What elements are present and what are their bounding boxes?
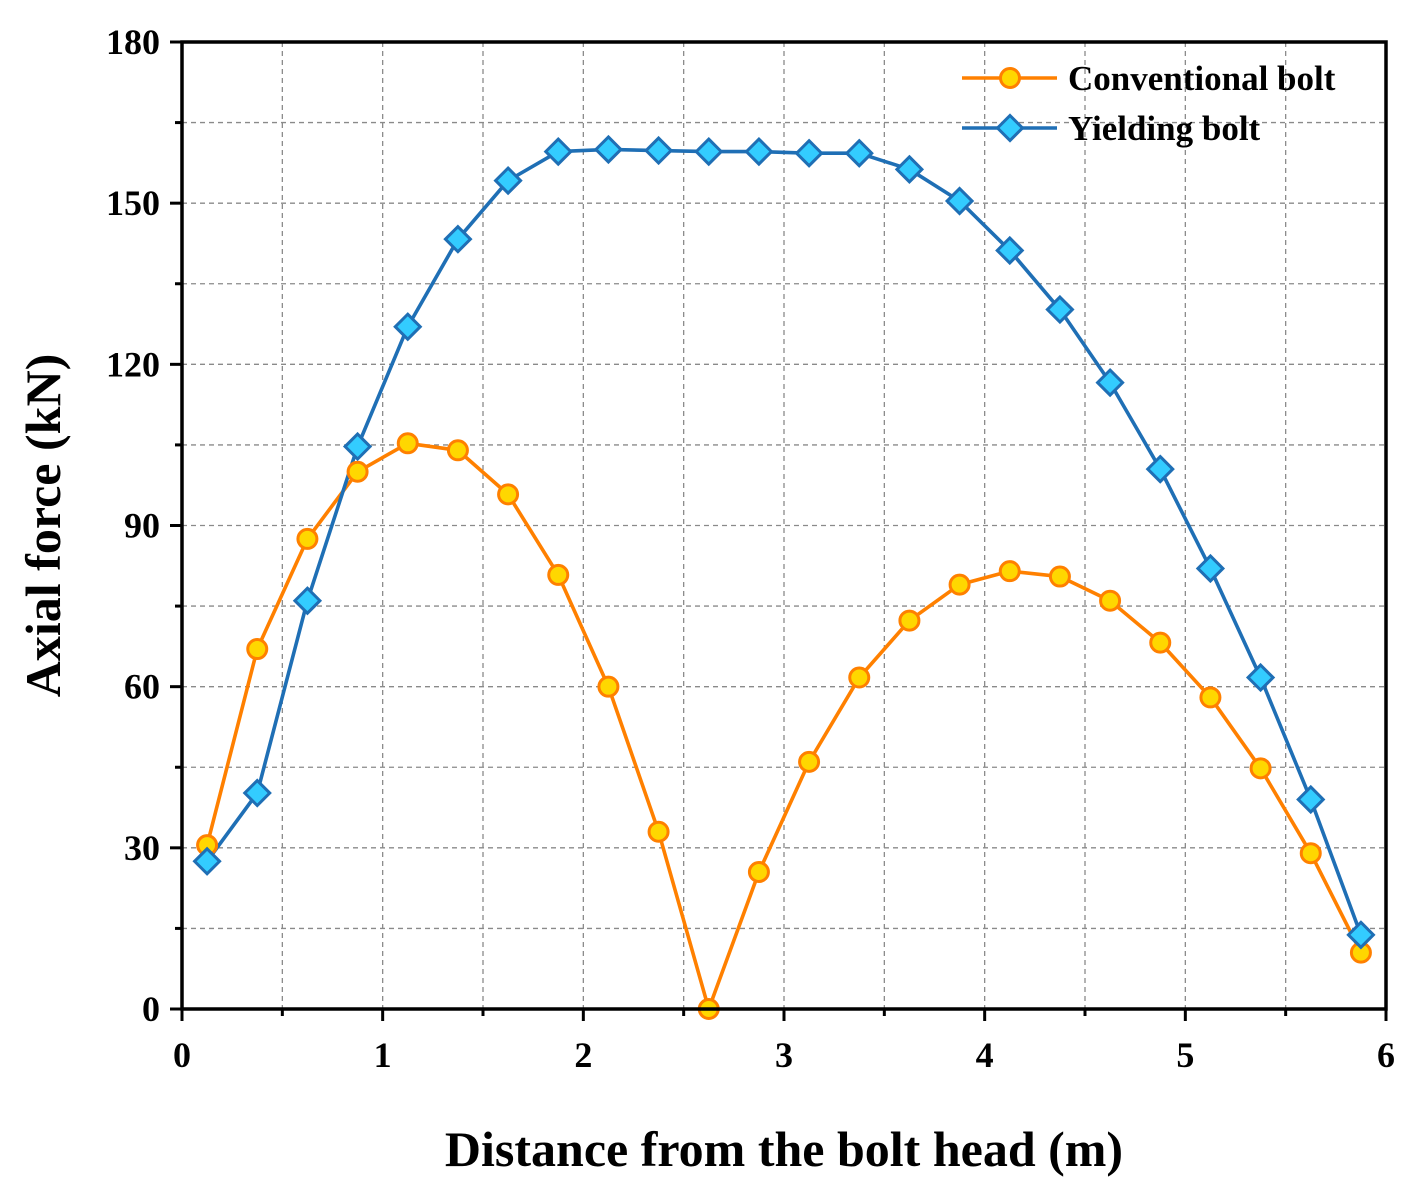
data-point-yielding-bolt bbox=[1296, 784, 1326, 815]
data-point-yielding-bolt bbox=[944, 186, 975, 216]
y-tick-label: 30 bbox=[124, 828, 160, 868]
data-point-conventional-bolt bbox=[1299, 842, 1322, 865]
series-markers bbox=[192, 134, 1376, 1020]
data-point-yielding-bolt bbox=[1095, 367, 1125, 398]
data-point-yielding-bolt bbox=[1346, 920, 1376, 950]
data-point-yielding-bolt bbox=[242, 778, 272, 808]
data-point-yielding-bolt bbox=[744, 136, 774, 167]
axis-ticks bbox=[170, 40, 1388, 1021]
x-tick-label: 6 bbox=[1377, 1035, 1395, 1075]
data-point-yielding-bolt bbox=[694, 136, 724, 167]
data-point-conventional-bolt bbox=[747, 861, 770, 884]
y-tick-label: 60 bbox=[124, 667, 160, 707]
legend-marker-yielding-bolt bbox=[995, 113, 1025, 143]
x-tick-label: 3 bbox=[775, 1035, 793, 1075]
data-point-conventional-bolt bbox=[246, 638, 269, 661]
data-point-yielding-bolt bbox=[593, 134, 624, 165]
x-tick-label: 0 bbox=[173, 1035, 191, 1075]
data-point-yielding-bolt bbox=[995, 235, 1025, 266]
data-point-yielding-bolt bbox=[794, 138, 824, 168]
data-point-conventional-bolt bbox=[497, 483, 520, 506]
data-point-yielding-bolt bbox=[292, 586, 323, 616]
x-tick-label: 4 bbox=[976, 1035, 994, 1075]
data-point-yielding-bolt bbox=[1195, 553, 1226, 584]
data-point-conventional-bolt bbox=[1099, 589, 1122, 612]
data-point-conventional-bolt bbox=[647, 820, 670, 843]
legend-marker-conventional-bolt bbox=[999, 67, 1021, 89]
data-point-conventional-bolt bbox=[597, 675, 620, 698]
x-tick-label: 2 bbox=[574, 1035, 592, 1075]
data-point-conventional-bolt bbox=[848, 666, 871, 689]
data-point-conventional-bolt bbox=[346, 460, 369, 483]
data-point-conventional-bolt bbox=[296, 527, 319, 550]
data-point-conventional-bolt bbox=[1199, 686, 1222, 709]
y-tick-label: 90 bbox=[124, 506, 160, 546]
data-point-yielding-bolt bbox=[543, 136, 573, 167]
y-tick-label: 120 bbox=[106, 344, 160, 384]
data-point-yielding-bolt bbox=[894, 154, 925, 184]
data-point-conventional-bolt bbox=[898, 609, 921, 632]
data-point-conventional-bolt bbox=[798, 750, 821, 773]
data-point-yielding-bolt bbox=[844, 138, 874, 168]
y-tick-label: 180 bbox=[106, 22, 160, 62]
data-point-yielding-bolt bbox=[643, 135, 674, 166]
data-point-conventional-bolt bbox=[446, 439, 469, 462]
x-axis-title: Distance from the bolt head (m) bbox=[445, 1121, 1123, 1177]
data-point-yielding-bolt bbox=[1245, 662, 1276, 693]
data-point-conventional-bolt bbox=[1048, 565, 1071, 588]
x-tick-label: 5 bbox=[1176, 1035, 1194, 1075]
data-point-yielding-bolt bbox=[342, 431, 373, 462]
data-point-yielding-bolt bbox=[443, 224, 473, 254]
legend: Conventional bolt Yielding bolt bbox=[962, 59, 1336, 148]
series-line-yielding-bolt bbox=[205, 147, 1363, 936]
data-point-yielding-bolt bbox=[493, 165, 523, 196]
legend-label-conventional-bolt: Conventional bolt bbox=[1068, 59, 1336, 98]
y-axis-title: Axial force (kN) bbox=[15, 354, 71, 697]
y-tick-label: 150 bbox=[106, 183, 160, 223]
data-point-yielding-bolt bbox=[192, 846, 222, 876]
legend-label-yielding-bolt: Yielding bolt bbox=[1068, 109, 1261, 148]
data-point-conventional-bolt bbox=[998, 560, 1021, 583]
data-point-yielding-bolt bbox=[1145, 454, 1175, 484]
data-point-conventional-bolt bbox=[948, 573, 971, 596]
grid bbox=[182, 42, 1386, 1009]
data-point-conventional-bolt bbox=[1149, 631, 1172, 654]
x-tick-label: 1 bbox=[374, 1035, 392, 1075]
data-point-yielding-bolt bbox=[1045, 294, 1075, 325]
y-tick-label: 0 bbox=[142, 989, 160, 1029]
data-point-conventional-bolt bbox=[1249, 757, 1272, 780]
data-point-conventional-bolt bbox=[396, 432, 419, 455]
data-point-yielding-bolt bbox=[393, 312, 423, 342]
data-point-conventional-bolt bbox=[547, 563, 570, 586]
